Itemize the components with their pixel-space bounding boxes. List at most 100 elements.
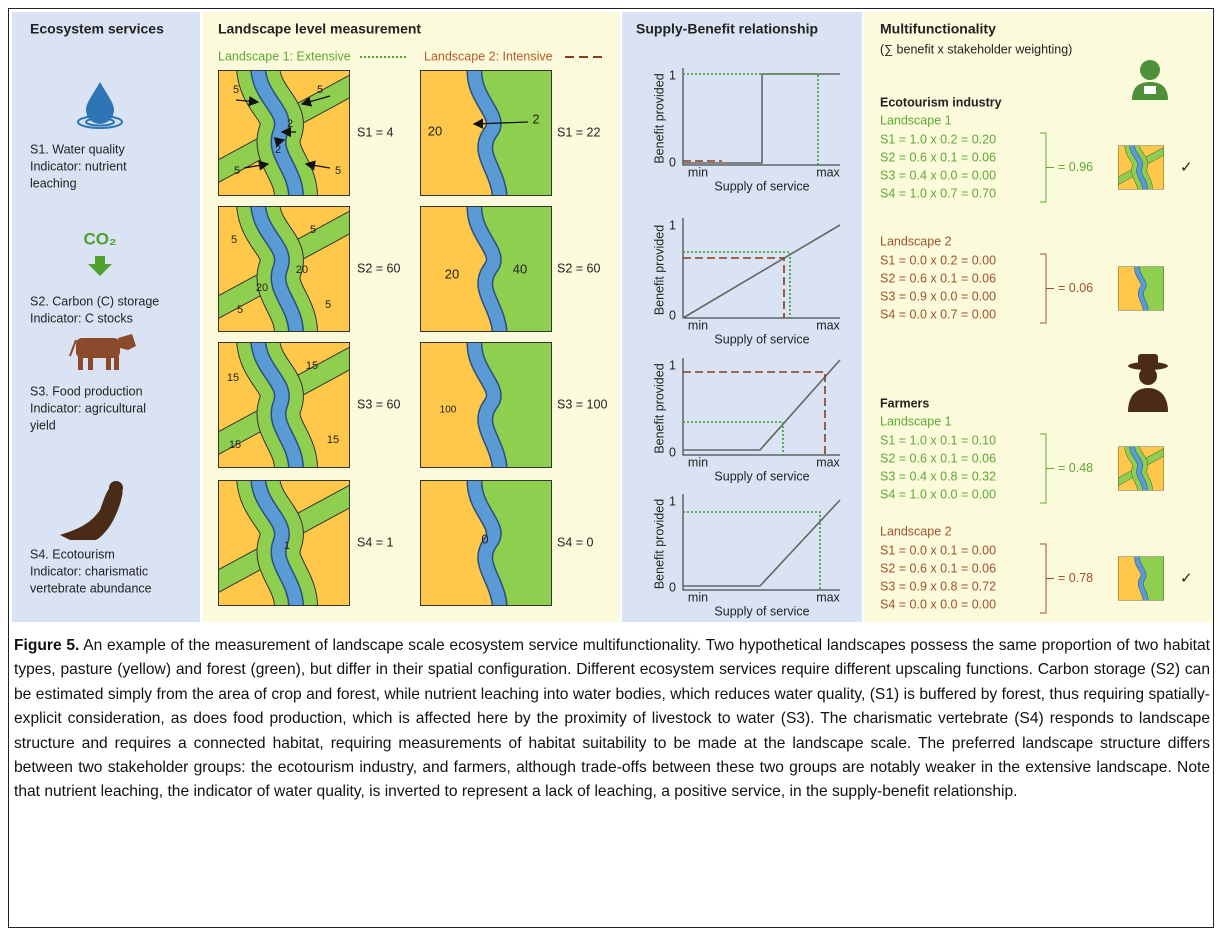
map-value: 100 xyxy=(440,405,457,416)
map-value: 5 xyxy=(234,165,240,177)
service-text: S2. Carbon (C) storage xyxy=(30,294,159,308)
calc-line: S3 = 0.9 x 0.8 = 0.72 xyxy=(880,579,996,593)
y-tick-label: 0 xyxy=(669,580,676,594)
service-text: leaching xyxy=(30,176,77,190)
curve xyxy=(683,511,821,590)
y-axis-label: Benefit provided xyxy=(652,73,666,163)
map-value: 2 xyxy=(287,118,293,130)
curve xyxy=(682,224,841,319)
map-value: 0 xyxy=(481,531,488,546)
service-total: S2 = 60 xyxy=(557,261,600,275)
landscape-map xyxy=(1116,144,1167,191)
bracket xyxy=(1040,543,1054,614)
map-value: 5 xyxy=(325,299,331,311)
weighted-total: = 0.06 xyxy=(1058,281,1093,295)
service-total: S3 = 60 xyxy=(357,397,400,411)
curve xyxy=(683,499,841,587)
map-value: 5 xyxy=(317,84,323,96)
check-mark: ✓ xyxy=(1180,158,1193,176)
y-tick-label: 0 xyxy=(669,445,676,459)
x-tick-label: min xyxy=(688,590,708,604)
landscape-name: Landscape 1 xyxy=(880,113,952,127)
caption: Figure 5. An example of the measurement … xyxy=(14,634,1210,805)
axes xyxy=(682,68,840,166)
panel-subtitle: (∑ benefit x stakeholder weighting) xyxy=(880,42,1072,56)
map-value: 40 xyxy=(513,261,527,276)
landscape-map xyxy=(213,201,358,337)
cow-icon xyxy=(69,334,136,370)
x-axis-label: Supply of service xyxy=(714,469,809,483)
map-value: 5 xyxy=(310,224,316,236)
caption-label: Figure 5. xyxy=(14,637,80,654)
map-value: 5 xyxy=(237,304,243,316)
panel-title: Multifunctionality xyxy=(880,21,996,37)
x-tick-label: min xyxy=(688,318,708,332)
x-tick-label: min xyxy=(688,165,708,179)
calc-line: S3 = 0.9 x 0.0 = 0.00 xyxy=(880,289,996,303)
landscape-map xyxy=(420,201,560,337)
service-total: S4 = 1 xyxy=(357,535,394,549)
service-total: S4 = 0 xyxy=(557,535,594,549)
landscape-map xyxy=(213,337,358,473)
co2-label: CO₂ xyxy=(83,229,116,248)
service-text: S1. Water quality xyxy=(30,142,125,156)
y-tick-label: 0 xyxy=(669,308,676,322)
service-text: S3. Food production xyxy=(30,384,143,398)
calc-line: S1 = 1.0 x 0.2 = 0.20 xyxy=(880,132,996,146)
calc-line: S2 = 0.6 x 0.1 = 0.06 xyxy=(880,271,996,285)
y-axis-label: Benefit provided xyxy=(652,225,666,315)
curve xyxy=(683,371,826,455)
calc-line: S2 = 0.6 x 0.1 = 0.06 xyxy=(880,561,996,575)
landscape-map xyxy=(420,475,560,611)
map-value: 5 xyxy=(233,84,239,96)
curve xyxy=(683,421,784,455)
y-tick-label: 1 xyxy=(669,358,676,372)
landscape-map xyxy=(1118,265,1167,312)
check-mark: ✓ xyxy=(1180,569,1193,587)
weighted-total: = 0.78 xyxy=(1058,571,1093,585)
bracket xyxy=(1040,433,1054,504)
y-tick-label: 1 xyxy=(669,68,676,82)
calc-line: S2 = 0.6 x 0.1 = 0.06 xyxy=(880,451,996,465)
water-drop-icon xyxy=(77,82,123,129)
calc-line: S3 = 0.4 x 0.8 = 0.32 xyxy=(880,469,996,483)
y-tick-label: 1 xyxy=(669,494,676,508)
legend-label: Landscape 1: Extensive xyxy=(218,49,351,63)
panel-title: Ecosystem services xyxy=(30,21,164,37)
map-value: 15 xyxy=(327,434,339,446)
calc-line: S1 = 1.0 x 0.1 = 0.10 xyxy=(880,433,996,447)
y-tick-label: 0 xyxy=(669,155,676,169)
figure-panels: Ecosystem services Landscape level measu… xyxy=(12,12,1212,622)
calc-line: S3 = 0.4 x 0.0 = 0.00 xyxy=(880,168,996,182)
map-value: 2 xyxy=(532,111,539,126)
curve xyxy=(683,359,841,451)
service-text: Indicator: charismatic xyxy=(30,564,148,578)
service-total: S3 = 100 xyxy=(557,397,607,411)
map-value: 1 xyxy=(284,540,290,552)
arrows xyxy=(235,95,529,171)
caption-text: An example of the measurement of landsca… xyxy=(14,637,1210,801)
map-value: 15 xyxy=(229,439,241,451)
calc-line: S4 = 1.0 x 0.0 = 0.00 xyxy=(880,487,996,501)
landscape-name: Landscape 2 xyxy=(880,234,952,248)
landscape-name: Landscape 1 xyxy=(880,414,952,428)
x-tick-label: min xyxy=(688,455,708,469)
service-text: S4. Ecotourism xyxy=(30,547,115,561)
x-axis-label: Supply of service xyxy=(714,604,809,618)
bracket xyxy=(1040,132,1054,203)
calc-line: S4 = 1.0 x 0.7 = 0.70 xyxy=(880,186,996,200)
map-value: 5 xyxy=(231,234,237,246)
panel-title: Supply-Benefit relationship xyxy=(636,21,818,37)
calc-line: S4 = 0.0 x 0.7 = 0.00 xyxy=(880,307,996,321)
map-value: 20 xyxy=(296,264,308,276)
axes xyxy=(682,494,840,591)
landscape-name: Landscape 2 xyxy=(880,524,952,538)
y-axis-label: Benefit provided xyxy=(652,363,666,453)
landscape-map xyxy=(1118,555,1167,602)
service-text: Indicator: nutrient xyxy=(30,159,127,173)
map-value: 15 xyxy=(306,360,318,372)
service-total: S1 = 4 xyxy=(357,125,394,139)
curve xyxy=(683,257,785,318)
calc-line: S2 = 0.6 x 0.1 = 0.06 xyxy=(880,150,996,164)
